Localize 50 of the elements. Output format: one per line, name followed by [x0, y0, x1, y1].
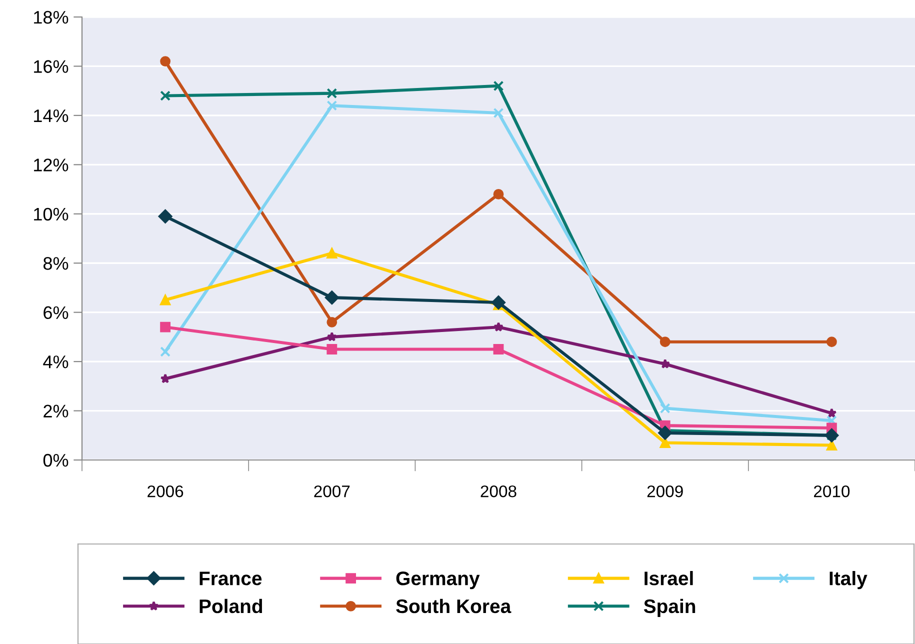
point — [160, 374, 170, 384]
x-tick-label: 2010 — [814, 485, 850, 498]
x-tick-label: 2006 — [148, 485, 184, 498]
point — [493, 344, 504, 354]
y-tick-label: 10% — [34, 208, 68, 221]
x-tick-label: 2009 — [647, 485, 683, 498]
legend-label: Israel — [644, 571, 693, 586]
point — [160, 90, 171, 101]
point — [326, 344, 338, 354]
point — [660, 438, 670, 448]
point — [826, 440, 837, 450]
point — [660, 358, 670, 368]
x-tick-label: 2007 — [314, 485, 350, 498]
y-tick-label: 2% — [44, 404, 68, 418]
legend-label: Italy — [830, 571, 868, 590]
legend-label: Spain — [644, 598, 696, 617]
y-tick-label: 6% — [44, 306, 68, 320]
point — [658, 426, 672, 440]
y-tick-label: 0% — [43, 454, 68, 467]
y-tick-label: 16% — [34, 60, 68, 73]
point — [160, 56, 171, 67]
point — [660, 403, 670, 414]
y-tick-label: 14% — [34, 109, 68, 122]
point — [326, 88, 338, 99]
point — [492, 296, 506, 310]
y-tick-label: 4% — [43, 356, 68, 368]
legend-label: France — [200, 572, 262, 586]
point — [160, 322, 171, 332]
point — [324, 290, 339, 305]
legend-label: Poland — [200, 598, 262, 614]
point — [493, 108, 504, 118]
y-tick-label: 12% — [34, 158, 68, 172]
point — [660, 336, 670, 348]
point — [826, 408, 837, 418]
point — [160, 294, 171, 306]
legend-label: Germany — [396, 572, 480, 590]
legend-label: South Korea — [396, 598, 512, 614]
point — [826, 336, 837, 348]
point — [493, 80, 504, 92]
y-tick-label: 8% — [43, 257, 68, 270]
point — [493, 188, 504, 200]
y-tick-label: 18% — [34, 10, 68, 24]
point — [493, 322, 504, 332]
point — [160, 346, 171, 357]
x-tick-label: 2008 — [480, 485, 516, 498]
point — [326, 332, 337, 342]
point — [326, 100, 338, 111]
point — [158, 209, 172, 224]
point — [326, 316, 338, 328]
point — [326, 248, 338, 258]
